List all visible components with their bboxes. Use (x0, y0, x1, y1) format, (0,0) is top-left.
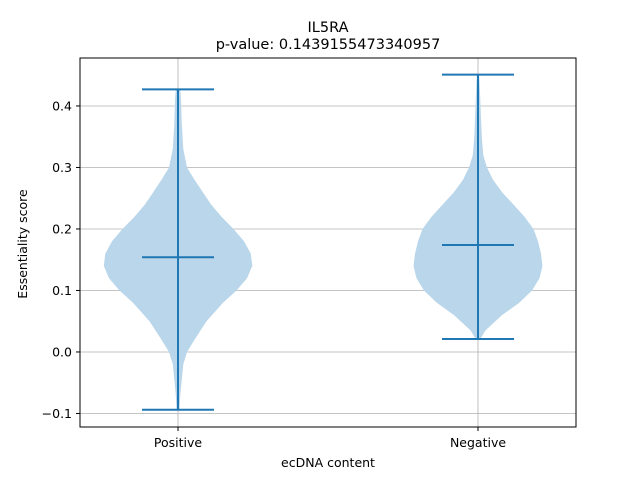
y-tick-label: 0.2 (52, 221, 72, 236)
x-tick-label: Positive (154, 435, 202, 450)
chart-subtitle: p-value: 0.1439155473340957 (216, 37, 441, 53)
chart-title: IL5RA (308, 20, 349, 36)
axes-layer: −0.1 0.0 0.1 0.2 0.3 0.4 Positive Negative (42, 57, 577, 450)
y-tick-label: 0.1 (52, 283, 72, 298)
y-tick-label: 0.4 (52, 98, 72, 113)
violin-layer (103, 73, 543, 411)
y-tick-label: 0.0 (52, 344, 72, 359)
y-tick-label: 0.3 (52, 160, 72, 175)
plot-frame (79, 57, 577, 428)
y-tick-label: −0.1 (42, 406, 72, 421)
y-axis-label: Essentiality score (15, 189, 30, 299)
x-axis-label: ecDNA content (281, 455, 375, 470)
x-tick-label: Negative (450, 435, 506, 450)
